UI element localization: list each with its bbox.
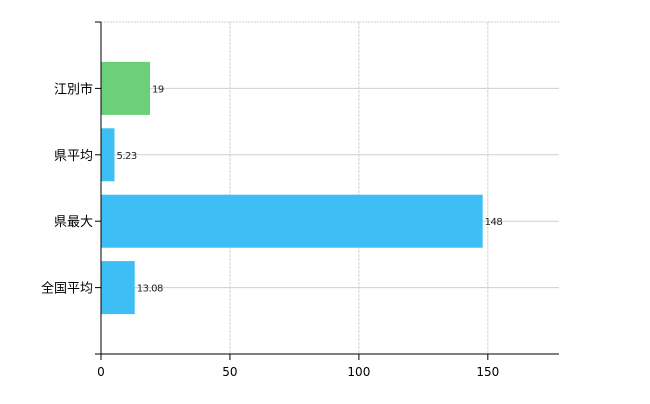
- x-tick-label: 0: [97, 365, 105, 379]
- x-tick-label: 150: [476, 365, 499, 379]
- x-tick-label: 50: [222, 365, 237, 379]
- y-tick-label: 県最大: [54, 215, 93, 230]
- bar: [101, 128, 115, 182]
- data-label: 19: [152, 84, 164, 95]
- y-tick-label: 江別市: [54, 81, 93, 97]
- data-label: 148: [485, 217, 503, 228]
- y-tick-label: 県平均: [54, 149, 93, 164]
- x-tick-label: 100: [347, 365, 370, 379]
- bar: [101, 194, 483, 248]
- bar: [101, 261, 135, 315]
- bar: [101, 61, 150, 115]
- data-label: 13.08: [137, 284, 163, 295]
- y-tick-label: 全国平均: [41, 281, 93, 297]
- data-label: 5.23: [116, 151, 136, 162]
